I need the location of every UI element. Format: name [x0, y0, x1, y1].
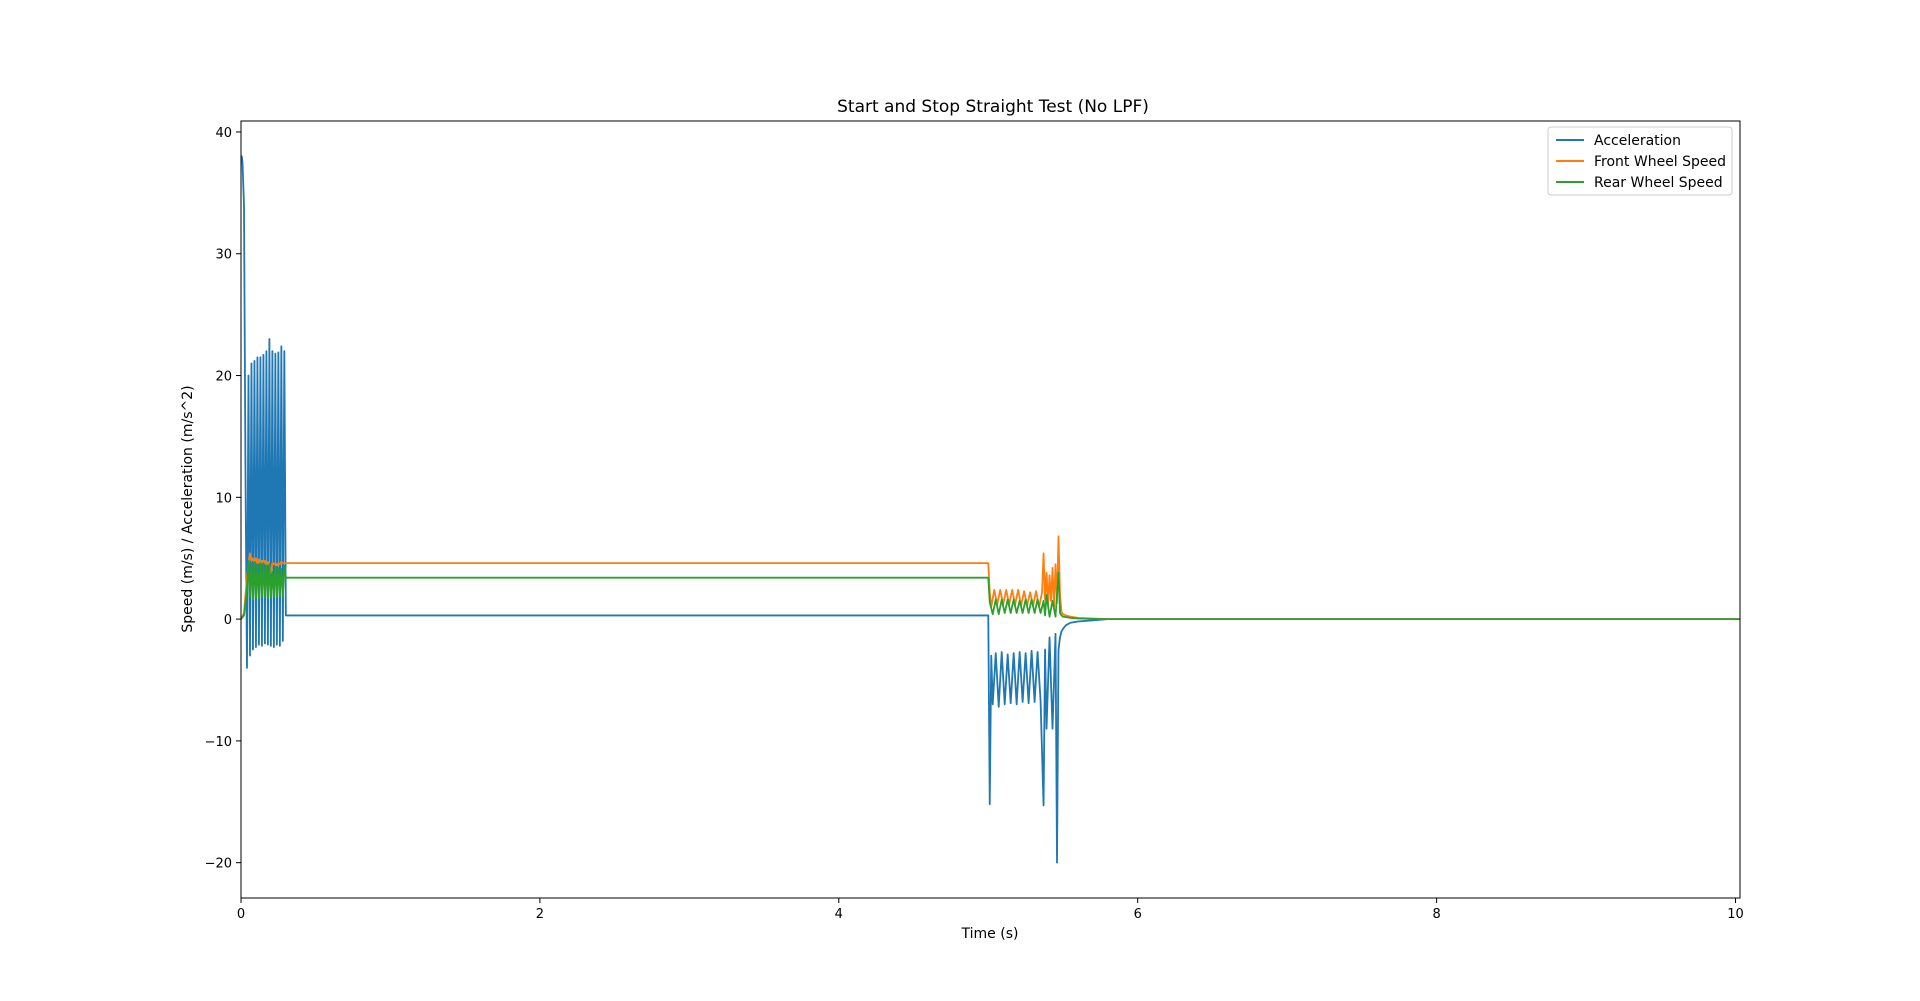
y-tick-label: −20	[205, 857, 232, 872]
legend-label-rear-wheel-speed: Rear Wheel Speed	[1594, 175, 1723, 191]
x-tick-label: 0	[237, 907, 245, 922]
y-tick-label: −10	[205, 735, 232, 750]
legend: Acceleration Front Wheel Speed Rear Whee…	[1547, 126, 1733, 196]
y-tick-label: 0	[224, 613, 232, 628]
x-tick-label: 4	[835, 907, 843, 922]
x-tick-label: 10	[1727, 907, 1744, 922]
series-layer	[241, 155, 1740, 864]
legend-label-acceleration: Acceleration	[1594, 133, 1681, 149]
x-tick-label: 6	[1134, 907, 1142, 922]
series-line-acceleration	[241, 155, 1740, 864]
y-axis-label: Speed (m/s) / Acceleration (m/s^2)	[180, 385, 196, 632]
legend-label-front-wheel-speed: Front Wheel Speed	[1594, 154, 1726, 170]
series-line-rear-wheel-speed	[241, 559, 1740, 621]
y-tick-label: 10	[215, 491, 232, 506]
x-tick-label: 2	[536, 907, 544, 922]
plot-area	[240, 120, 1741, 899]
x-axis-label: Time (s)	[961, 926, 1019, 942]
x-axis-ticks: 0 2 4 6 8 10	[237, 898, 1744, 922]
plot-frame	[240, 120, 1741, 899]
y-tick-label: 30	[215, 248, 232, 263]
y-tick-label: 40	[215, 126, 232, 141]
x-tick-label: 8	[1432, 907, 1440, 922]
chart-title: Start and Stop Straight Test (No LPF)	[837, 97, 1149, 117]
y-tick-label: 20	[215, 370, 232, 385]
legend-box	[1547, 126, 1733, 196]
y-axis-ticks: −20 −10 0 10 20 30 40	[205, 126, 241, 872]
